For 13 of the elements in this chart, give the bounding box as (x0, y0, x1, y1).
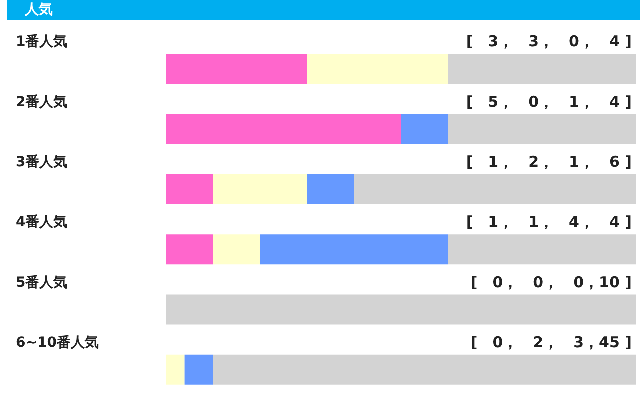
y-tick-label: 1番人気 (16, 34, 68, 50)
annotation: [ 0， 0， 0，10 ] (470, 273, 632, 292)
annotation: [ 0， 2， 3，45 ] (470, 333, 632, 352)
y-tick-label: 2番人気 (16, 94, 68, 110)
annotation: [ 1， 2， 1， 6 ] (466, 152, 632, 171)
annotation: [ 3， 3， 0， 4 ] (466, 32, 632, 51)
y-tick-label: 4番人気 (16, 214, 68, 231)
annotation: [ 1， 1， 4， 4 ] (466, 213, 632, 232)
y-tick-label: 5番人気 (16, 274, 68, 291)
annotation: [ 5， 0， 1， 4 ] (466, 92, 632, 111)
text: 人気 (24, 2, 53, 18)
y-tick-label: 6~10番人気 (16, 334, 99, 351)
y-tick-label: 3番人気 (16, 154, 68, 170)
